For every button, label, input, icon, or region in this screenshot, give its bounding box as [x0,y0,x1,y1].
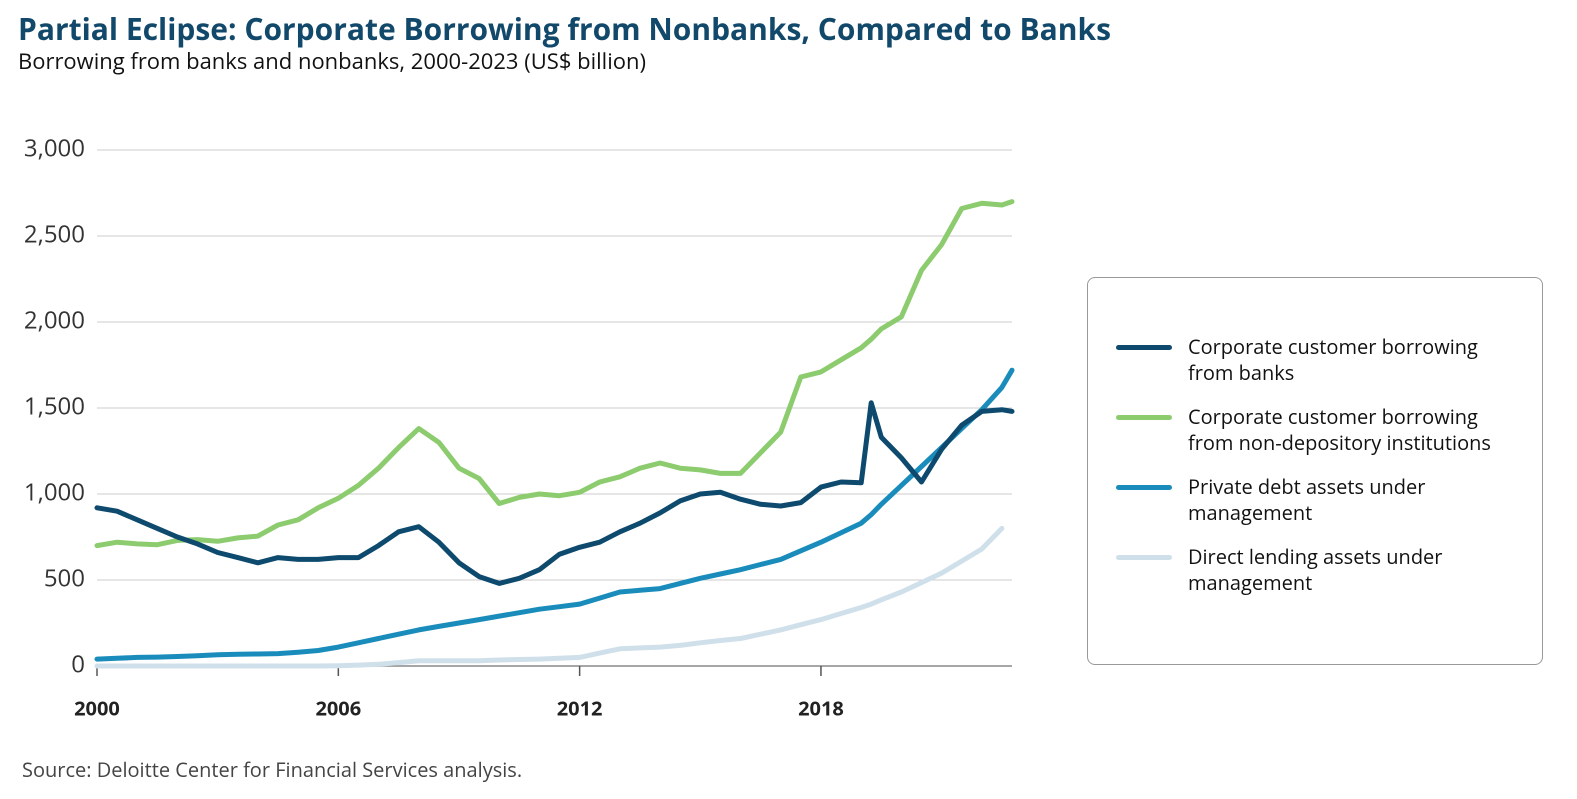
y-tick-label: 2,000 [24,303,85,336]
series-line [94,199,1015,549]
legend-swatch [1116,415,1172,420]
legend: Corporate customer borrowing from banks C… [1087,277,1543,665]
legend-swatch [1116,555,1172,560]
chart-subtitle: Borrowing from banks and nonbanks, 2000-… [18,46,646,76]
y-tick-label: 2,500 [24,217,85,250]
y-tick-label: 0 [71,647,85,680]
legend-swatch [1116,345,1172,350]
legend-entry: Direct lending assets under management [1116,544,1542,596]
chart: 0 500 1,000 1,500 2,000 2,500 3,000 2000 2006 201… [24,131,1015,721]
y-tick-label: 500 [44,561,85,594]
x-tick-label: 2012 [557,694,603,721]
y-tick-label: 1,500 [24,389,85,422]
legend-label: Direct lending assets under management [1188,543,1443,596]
series-line [94,400,1015,586]
legend-label: Private debt assets under management [1188,473,1426,526]
legend-label: Corporate customer borrowing from non-de… [1188,403,1491,456]
legend-entry: Corporate customer borrowing from non-de… [1116,404,1542,456]
legend-swatch [1116,485,1172,490]
chart-title: Partial Eclipse: Corporate Borrowing fro… [18,8,1112,49]
x-tick-label: 2018 [798,694,844,721]
series-line [94,367,1015,662]
x-tick-label: 2000 [74,694,120,721]
source-note: Source: Deloitte Center for Financial Se… [22,756,523,783]
legend-entry: Private debt assets under management [1116,474,1542,526]
series-line [94,525,1005,669]
legend-entry: Corporate customer borrowing from banks [1116,334,1542,386]
y-tick-label: 1,000 [24,475,85,508]
y-tick-label: 3,000 [24,131,85,164]
legend-label: Corporate customer borrowing from banks [1188,333,1478,386]
x-tick-label: 2006 [315,694,361,721]
